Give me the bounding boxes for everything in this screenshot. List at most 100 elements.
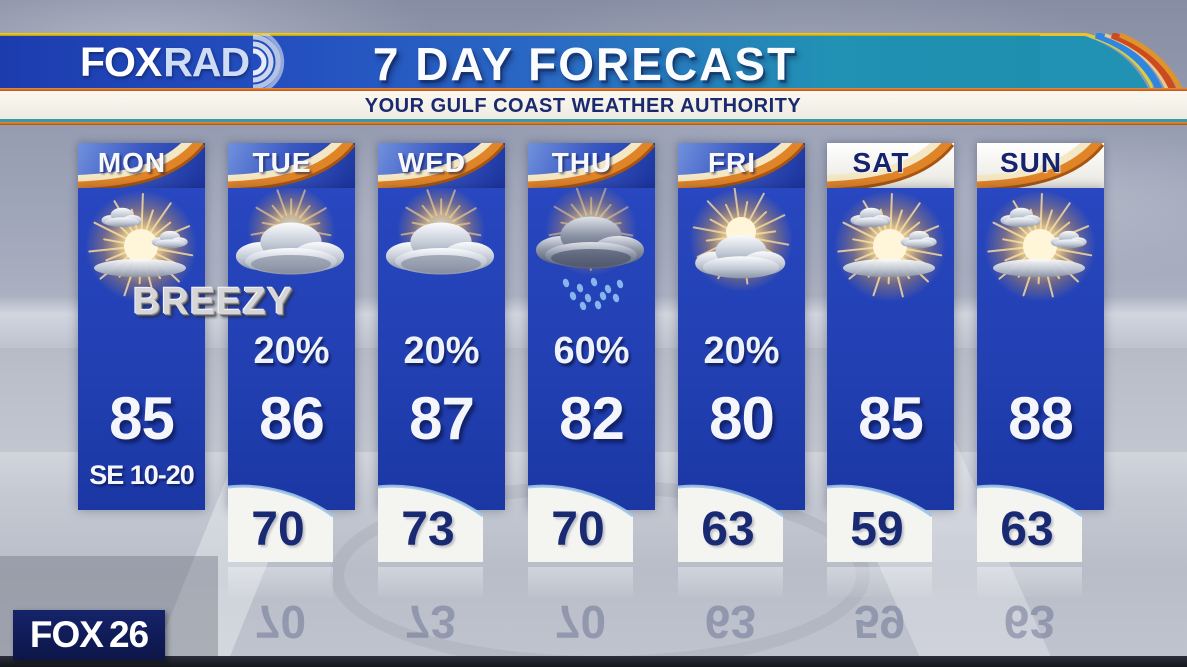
low-temp-panel: 70 bbox=[528, 480, 633, 562]
high-temp: 85 bbox=[858, 385, 924, 452]
day-label: TUE bbox=[252, 147, 312, 178]
condition-note: BREEZY bbox=[132, 281, 294, 323]
header-swoosh-decoration bbox=[78, 143, 205, 188]
low-temp-reflection: 63 bbox=[1003, 596, 1056, 648]
low-temp-panel: 63 bbox=[678, 480, 783, 562]
day-label: WED bbox=[397, 147, 467, 178]
low-panel-shape bbox=[678, 484, 783, 562]
low-temp-panel: 59 bbox=[827, 480, 932, 562]
high-temp: 80 bbox=[709, 385, 775, 452]
day-label: SUN bbox=[999, 147, 1063, 178]
forecast-column-thu: THU 60% 82 70 70 bbox=[528, 143, 655, 648]
subtitle-strip bbox=[0, 91, 1187, 119]
mostly-cloudy-icon bbox=[228, 186, 355, 310]
low-panel-reflection bbox=[378, 567, 483, 597]
forecast-column-tue: TUE 20% 86 70 70 bbox=[228, 143, 355, 648]
radar-waves-icon bbox=[252, 34, 285, 90]
banner-orange-line bbox=[0, 88, 1187, 91]
day-label: MON bbox=[97, 147, 167, 178]
low-temp: 59 bbox=[850, 503, 904, 556]
station-logo-fox26: FOX 26 bbox=[13, 610, 165, 660]
day-body: 85 SE 10-20 bbox=[78, 188, 205, 510]
rain-icon bbox=[528, 184, 655, 311]
high-temp: 87 bbox=[409, 385, 475, 452]
low-panel-shape bbox=[528, 484, 633, 562]
strip-orange-line bbox=[0, 122, 1187, 125]
day-body: 88 bbox=[977, 188, 1104, 510]
low-temp-panel: 63 bbox=[977, 480, 1082, 562]
day-header: FRI bbox=[678, 143, 805, 188]
page-subtitle: YOUR GULF COAST WEATHER AUTHORITY bbox=[364, 95, 802, 117]
banner-curve-decoration bbox=[1040, 33, 1184, 91]
partly-cloudy-icon bbox=[678, 187, 805, 310]
day-header: MON bbox=[78, 143, 205, 188]
low-temp: 70 bbox=[251, 503, 305, 556]
strip-teal-line bbox=[0, 119, 1187, 122]
day-header: WED bbox=[378, 143, 505, 188]
precip-chance: 60% bbox=[553, 330, 630, 372]
header-swoosh-decoration bbox=[678, 143, 805, 188]
station-logo-number: 26 bbox=[108, 614, 149, 655]
low-temp: 70 bbox=[551, 503, 605, 556]
page-title: 7 DAY FORECAST bbox=[372, 38, 798, 90]
low-temp-reflection: 70 bbox=[554, 596, 607, 648]
bottom-dark-strip bbox=[0, 656, 1187, 667]
low-panel-reflection bbox=[528, 567, 633, 597]
foxrad-logo-rad: RAD bbox=[163, 38, 250, 85]
banner-band bbox=[0, 36, 1062, 88]
day-body: 20% 80 bbox=[678, 187, 805, 510]
day-label: THU bbox=[551, 147, 613, 178]
low-temp: 73 bbox=[401, 503, 455, 556]
high-temp: 88 bbox=[1008, 385, 1074, 452]
low-panel-reflection bbox=[228, 567, 333, 597]
wind-text: SE 10-20 bbox=[89, 460, 195, 490]
header-swoosh-decoration bbox=[528, 143, 655, 188]
day-body: 20% 87 bbox=[378, 186, 505, 510]
low-temp-reflection: 70 bbox=[254, 596, 307, 648]
foxrad-logo: FOX RAD bbox=[80, 34, 315, 90]
low-panel-shape bbox=[228, 484, 333, 562]
low-panel-reflection bbox=[827, 567, 932, 597]
day-label: FRI bbox=[707, 147, 757, 178]
banner-top-gold-line bbox=[0, 33, 1062, 36]
low-temp: 63 bbox=[701, 503, 755, 556]
high-temp: 82 bbox=[559, 385, 625, 452]
header-swoosh-decoration bbox=[977, 143, 1104, 188]
forecast-column-sat: SAT 85 59 59 bbox=[827, 143, 954, 648]
precip-chance: 20% bbox=[253, 330, 330, 372]
low-temp-reflection: 59 bbox=[853, 596, 906, 648]
day-header: TUE bbox=[228, 143, 355, 188]
forecast-column-sun: SUN 88 63 63 bbox=[977, 143, 1104, 648]
day-body: 20% 86 bbox=[228, 186, 355, 510]
day-body: 85 bbox=[827, 188, 954, 510]
day-header: SUN bbox=[977, 143, 1104, 188]
mostly-sunny-icon bbox=[78, 188, 205, 310]
low-panel-shape bbox=[378, 484, 483, 562]
low-panel-shape bbox=[827, 484, 932, 562]
forecast-column-mon: MON 85 SE 10-20 bbox=[78, 143, 205, 563]
low-temp-reflection: 63 bbox=[704, 596, 757, 648]
header-swoosh-decoration bbox=[228, 143, 355, 188]
day-header: THU bbox=[528, 143, 655, 188]
day-body: 60% 82 bbox=[528, 184, 655, 510]
low-temp: 63 bbox=[1000, 503, 1054, 556]
high-temp: 85 bbox=[109, 385, 175, 452]
sunny-icon bbox=[977, 188, 1104, 310]
precip-chance: 20% bbox=[403, 330, 480, 372]
low-panel-shape bbox=[977, 484, 1082, 562]
forecast-column-wed: WED 20% 87 73 73 bbox=[378, 143, 505, 648]
precip-chance: 20% bbox=[703, 330, 780, 372]
station-logo-fox-text: FOX bbox=[29, 614, 104, 655]
forecast-column-fri: FRI 20% 80 63 63 bbox=[678, 143, 805, 648]
low-panel-reflection bbox=[678, 567, 783, 597]
high-temp: 86 bbox=[259, 385, 325, 452]
header-swoosh-decoration bbox=[378, 143, 505, 188]
low-temp-reflection: 73 bbox=[404, 596, 457, 648]
sunny-icon bbox=[827, 188, 954, 310]
foxrad-logo-fox: FOX bbox=[80, 38, 162, 85]
header-swoosh-decoration bbox=[827, 143, 954, 188]
day-label: SAT bbox=[852, 147, 910, 178]
low-temp-panel: 73 bbox=[378, 480, 483, 562]
low-temp-panel: 70 bbox=[228, 480, 333, 562]
